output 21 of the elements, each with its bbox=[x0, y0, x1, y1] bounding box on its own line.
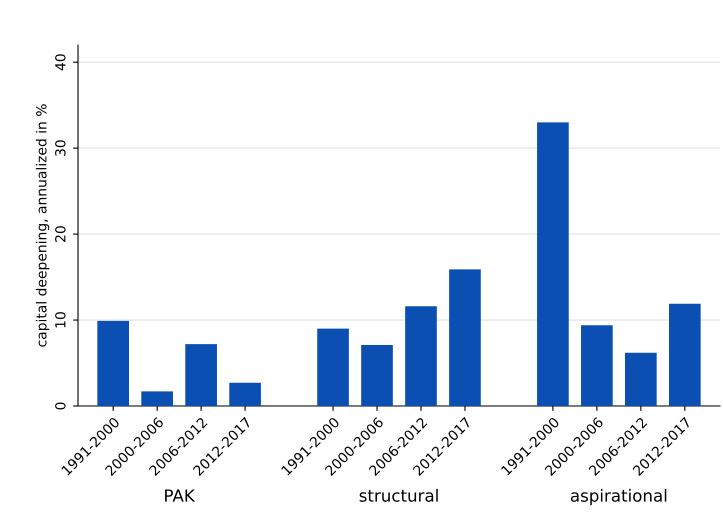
bar bbox=[141, 391, 173, 406]
text: aspirational bbox=[570, 488, 666, 506]
bar bbox=[405, 306, 437, 406]
bar bbox=[317, 328, 349, 406]
bar bbox=[185, 344, 217, 406]
bar bbox=[449, 269, 481, 406]
y-tick-label: 10 bbox=[55, 312, 66, 328]
bar bbox=[625, 352, 657, 406]
y-tick-label: 0 bbox=[55, 402, 66, 410]
text: structural bbox=[360, 488, 438, 502]
bar bbox=[668, 304, 701, 406]
bar bbox=[361, 344, 393, 406]
bar bbox=[229, 382, 261, 406]
bar bbox=[97, 320, 130, 406]
bar bbox=[581, 325, 613, 406]
y-axis-title: capital deepening, annualized in % bbox=[36, 104, 50, 347]
bar bbox=[537, 122, 569, 406]
y-tick-label: 30 bbox=[55, 140, 66, 156]
y-tick-label: 20 bbox=[55, 226, 66, 242]
text: PAK bbox=[165, 489, 196, 502]
y-tick-label: 40 bbox=[55, 54, 66, 70]
